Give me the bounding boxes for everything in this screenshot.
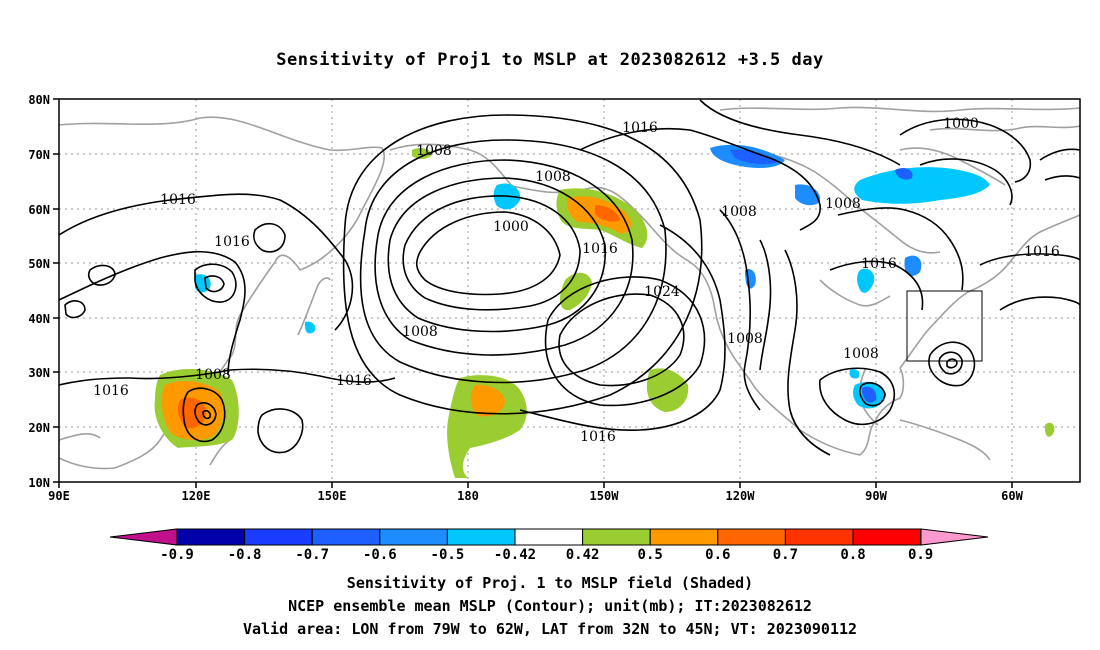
colorbar-label: -0.9 [160,547,194,563]
colorbar-cell [784,528,854,546]
colorbar-label: 0.6 [705,547,730,563]
lon-label: 60W [1001,489,1023,503]
contour-label: 1008 [721,204,757,220]
mslp-contours [59,99,1080,456]
colorbar-cell [514,528,584,546]
colorbar-label: 0.7 [773,547,798,563]
contour-label: 1008 [825,196,861,212]
colorbar-label: 0.8 [840,547,865,563]
lon-label: 120E [182,489,211,503]
colorbar-cell [244,528,313,546]
contour-label: 1008 [535,169,571,185]
contour-label: 1016 [1024,244,1060,260]
map-frame [58,98,1081,483]
contour-label: 1008 [402,324,438,340]
lat-label: 10N [28,476,50,490]
contour-label: 1016 [861,256,897,272]
contour-label: 1016 [160,192,196,208]
lat-label: 70N [28,148,50,162]
caption-shaded: Sensitivity of Proj. 1 to MSLP field (Sh… [346,574,754,592]
colorbar-cell [446,528,516,546]
contour-label: 1016 [582,241,618,257]
colorbar-label: -0.7 [295,547,329,563]
colorbar-cell [176,528,246,546]
colorbar-label: 0.9 [908,547,933,563]
valid-area-box [906,290,983,362]
map-title: Sensitivity of Proj1 to MSLP at 20230826… [276,50,824,70]
colorbar-cell [379,528,448,546]
colorbar-label: 0.42 [566,547,600,563]
lon-label: 150E [318,489,347,503]
lon-label: 150W [590,489,620,503]
lat-label: 80N [28,93,50,107]
lon-label: 180 [457,489,479,503]
colorbar-label: -0.5 [431,547,465,563]
contour-label: 1008 [843,346,879,362]
colorbar: -0.9 -0.8 -0.7 -0.6 -0.5 -0.42 0.42 0.5 0.6 0.7 0.… [109,528,989,563]
axis-ticks [53,98,1013,488]
caption-contour: NCEP ensemble mean MSLP (Contour); unit(… [288,597,812,615]
lon-labels: 90E 120E 150E 180 150W 120W 90W 60W [48,489,1023,503]
contour-label: 1008 [727,331,763,347]
lon-label: 90W [865,489,887,503]
lat-label: 60N [28,203,50,217]
lat-label: 50N [28,257,50,271]
contour-label: 1024 [644,284,680,300]
contour-label: 1000 [943,116,979,132]
colorbar-cell [311,528,381,546]
colorbar-label: 0.5 [638,547,663,563]
colorbar-right-arrow [920,528,989,546]
colorbar-cell [852,528,922,546]
contour-label: 1016 [336,373,372,389]
contour-label: 1008 [195,367,231,383]
contour-label: 1016 [580,429,616,445]
lat-label: 40N [28,312,50,326]
lon-label: 120W [726,489,756,503]
contour-label: 1016 [214,234,250,250]
caption-valid-area: Valid area: LON from 79W to 62W, LAT fro… [242,620,858,638]
contour-labels: 1008 1016 1000 1008 1008 1016 1016 1000 … [93,116,1060,445]
contour-label: 1008 [416,143,452,159]
colorbar-cell [717,528,786,546]
lat-label: 30N [28,366,50,380]
contour-label: 1016 [622,120,658,136]
colorbar-cells [176,528,922,546]
lat-labels: 80N 70N 60N 50N 40N 30N 20N 10N [28,93,50,490]
colorbar-label: -0.8 [228,547,262,563]
lat-label: 20N [28,421,50,435]
colorbar-label: -0.6 [363,547,397,563]
colorbar-cell [582,528,651,546]
colorbar-cell [649,528,719,546]
lon-label: 90E [48,489,70,503]
contour-label: 1016 [93,383,129,399]
colorbar-left-arrow [109,528,178,546]
colorbar-label: -0.42 [494,547,536,563]
colorbar-labels: -0.9 -0.8 -0.7 -0.6 -0.5 -0.42 0.42 0.5 0.6 0.7 0.… [160,547,933,563]
contour-label: 1000 [493,219,529,235]
